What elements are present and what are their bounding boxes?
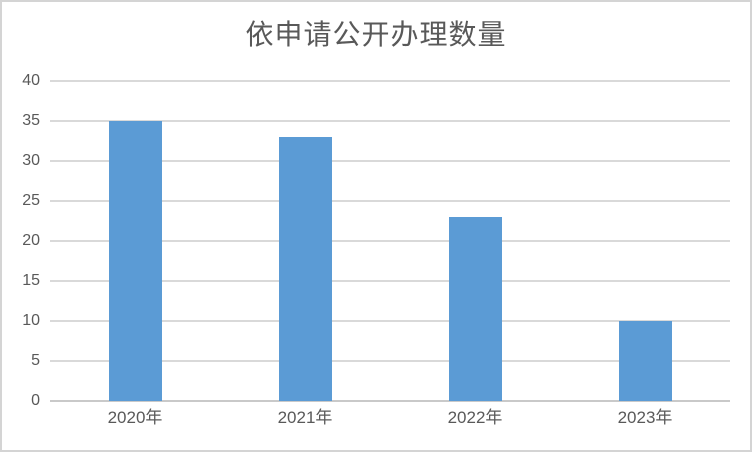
y-axis-tick-label: 0 bbox=[31, 392, 40, 409]
y-axis-tick-label: 5 bbox=[31, 352, 40, 369]
chart-title: 依申请公开办理数量 bbox=[245, 19, 507, 50]
x-axis-category-label: 2020年 bbox=[107, 408, 163, 427]
gridline bbox=[50, 320, 730, 322]
gridline bbox=[50, 360, 730, 362]
bar-2021年 bbox=[278, 137, 332, 401]
x-axis-category-label: 2023年 bbox=[617, 408, 673, 427]
bar-2023年 bbox=[618, 321, 672, 401]
gridline bbox=[50, 280, 730, 282]
gridline bbox=[50, 240, 730, 242]
bar-2020年 bbox=[108, 121, 162, 401]
gridline bbox=[50, 160, 730, 162]
y-axis-tick-label: 30 bbox=[22, 152, 40, 169]
gridline bbox=[50, 200, 730, 202]
y-axis-tick-label: 35 bbox=[22, 112, 40, 129]
gridline bbox=[50, 120, 730, 122]
x-axis-category-label: 2022年 bbox=[447, 408, 503, 427]
y-axis-tick-label: 25 bbox=[22, 192, 40, 209]
x-axis-category-label: 2021年 bbox=[277, 408, 333, 427]
gridline bbox=[50, 80, 730, 82]
y-axis-tick-label: 20 bbox=[22, 232, 40, 249]
y-axis-tick-label: 10 bbox=[22, 312, 40, 329]
y-axis-tick-label: 40 bbox=[22, 72, 40, 89]
y-axis-tick-label: 15 bbox=[22, 272, 40, 289]
bar-2022年 bbox=[448, 217, 502, 401]
plot-area bbox=[50, 80, 730, 402]
x-axis-line bbox=[50, 400, 730, 402]
